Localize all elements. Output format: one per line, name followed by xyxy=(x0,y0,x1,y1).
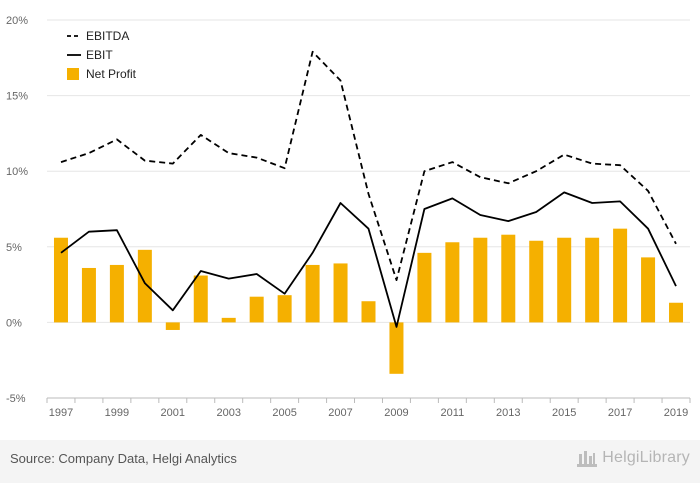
y-tick-label: 0% xyxy=(6,317,22,329)
x-tick-label: 2009 xyxy=(384,407,408,419)
net-profit-bar xyxy=(473,237,488,323)
net-profit-bar xyxy=(193,275,208,323)
net-profit-bar xyxy=(109,264,124,323)
net-profit-bar xyxy=(529,240,544,323)
net-profit-bar xyxy=(585,237,600,323)
net-profit-bar xyxy=(613,228,628,323)
ebit-line xyxy=(60,191,677,328)
legend: EBITDA EBIT Net Profit xyxy=(67,29,137,81)
line-series xyxy=(60,50,677,328)
x-tick-label: 2019 xyxy=(664,407,688,419)
legend-label: Net Profit xyxy=(86,67,137,81)
library-icon xyxy=(577,451,598,467)
net-profit-bar xyxy=(557,237,572,323)
net-profit-bar xyxy=(641,257,656,323)
x-tick-label: 1997 xyxy=(49,407,73,419)
net-profit-bar xyxy=(389,322,404,374)
net-profit-bar xyxy=(333,263,348,323)
x-tick-label: 2015 xyxy=(552,407,576,419)
x-tick-label: 2007 xyxy=(328,407,352,419)
net-profit-bar xyxy=(81,267,96,323)
y-tick-label: 10% xyxy=(6,166,28,178)
y-axis-tick-labels: -5% 0% 5% 10% 15% 20% xyxy=(6,15,28,405)
y-tick-label: -5% xyxy=(6,393,26,405)
combo-chart: -5% 0% 5% 10% 15% 20% 1997 1999 2001 2003 2005 200… xyxy=(6,15,691,419)
brand-name: HelgiLibrary xyxy=(602,449,690,466)
net-profit-bar xyxy=(53,237,68,323)
x-tick-label: 2017 xyxy=(608,407,632,419)
brand-logo: HelgiLibrary xyxy=(576,448,690,468)
footer-bar xyxy=(0,440,700,483)
net-profit-bar xyxy=(361,301,376,323)
net-profit-bar xyxy=(165,322,180,330)
net-profit-bar xyxy=(417,252,432,323)
x-tick-label: 2001 xyxy=(161,407,185,419)
source-note: Source: Company Data, Helgi Analytics xyxy=(10,451,237,466)
legend-label: EBITDA xyxy=(86,29,129,43)
net-profit-bars xyxy=(53,228,684,374)
net-profit-bar xyxy=(445,242,460,323)
net-profit-bar xyxy=(137,249,152,323)
x-tick-label: 2005 xyxy=(272,407,296,419)
net-profit-bar xyxy=(669,302,684,323)
x-tick-label: 1999 xyxy=(105,407,129,419)
net-profit-bar xyxy=(305,264,320,323)
x-axis: 1997 1999 2001 2003 2005 2007 2009 2011 2013 2015… xyxy=(46,397,691,419)
y-tick-label: 5% xyxy=(6,242,22,254)
grid-lines xyxy=(47,19,690,399)
y-tick-label: 20% xyxy=(6,15,28,27)
net-profit-bar xyxy=(501,234,516,323)
x-tick-label: 2013 xyxy=(496,407,520,419)
ebitda-line xyxy=(60,50,677,282)
legend-swatch xyxy=(67,68,79,80)
net-profit-bar xyxy=(249,296,264,323)
legend-label: EBIT xyxy=(86,48,113,62)
net-profit-bar xyxy=(277,295,292,323)
x-tick-label: 2003 xyxy=(216,407,240,419)
y-tick-label: 15% xyxy=(6,91,28,103)
net-profit-bar xyxy=(221,317,236,323)
x-tick-label: 2011 xyxy=(441,407,465,419)
